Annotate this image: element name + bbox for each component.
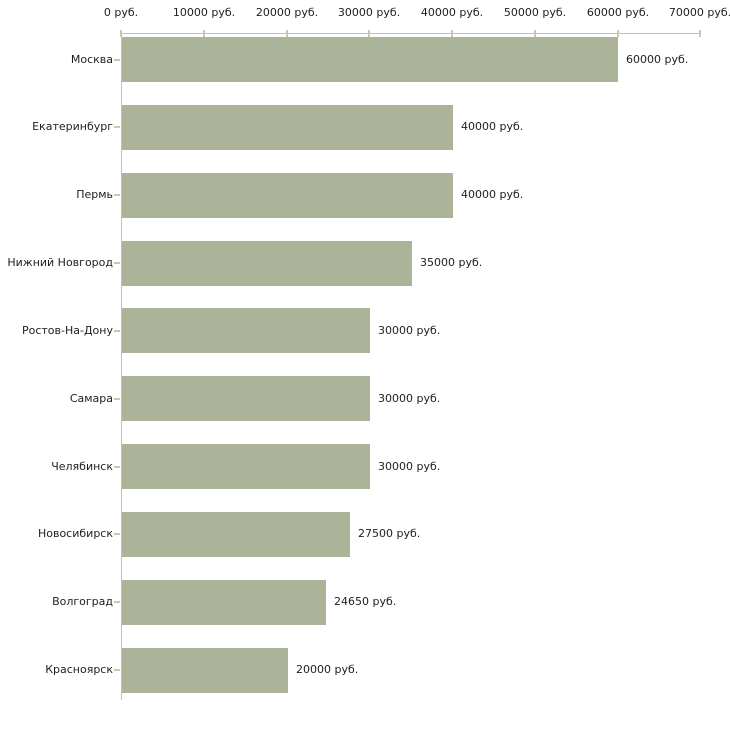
bar-value-label: 40000 руб. — [461, 120, 524, 133]
category-tick-mark — [114, 59, 120, 61]
x-axis-tick-mark — [368, 30, 370, 37]
bar — [122, 37, 618, 82]
x-axis-tick-mark — [203, 30, 205, 37]
x-axis-tick-label: 70000 руб. — [668, 6, 730, 19]
bar-value-label: 24650 руб. — [334, 595, 397, 608]
category-tick-mark — [114, 126, 120, 128]
bar — [122, 580, 326, 625]
x-axis-tick-mark — [534, 30, 536, 37]
category-label: Новосибирск — [37, 527, 113, 540]
bar-value-label: 60000 руб. — [626, 53, 689, 66]
bar-value-label: 30000 руб. — [378, 324, 441, 337]
bar — [122, 105, 453, 150]
category-label: Ростов-На-Дону — [21, 324, 113, 337]
category-tick-mark — [114, 262, 120, 264]
y-axis-line — [121, 33, 122, 700]
x-axis-tick-label: 10000 руб. — [172, 6, 236, 19]
bar — [122, 648, 288, 693]
category-label: Волгоград — [52, 595, 113, 608]
category-label: Москва — [70, 53, 113, 66]
x-axis-tick-label: 50000 руб. — [503, 6, 567, 19]
x-axis-tick-label: 40000 руб. — [420, 6, 484, 19]
bar — [122, 376, 370, 421]
x-axis-tick-mark — [699, 30, 701, 37]
x-axis-tick-label: 20000 руб. — [255, 6, 319, 19]
bar-value-label: 30000 руб. — [378, 460, 441, 473]
category-tick-mark — [114, 533, 120, 535]
x-axis-tick-mark — [120, 30, 122, 37]
bar — [122, 512, 350, 557]
bar — [122, 241, 412, 286]
category-label: Самара — [69, 392, 113, 405]
category-tick-mark — [114, 194, 120, 196]
bar — [122, 308, 370, 353]
category-tick-mark — [114, 466, 120, 468]
x-axis-tick-label: 30000 руб. — [337, 6, 401, 19]
x-axis-tick-label: 0 руб. — [103, 6, 139, 19]
category-tick-mark — [114, 398, 120, 400]
category-label: Пермь — [76, 188, 113, 201]
bar-value-label: 40000 руб. — [461, 188, 524, 201]
x-axis-line — [121, 33, 700, 34]
bar-value-label: 30000 руб. — [378, 392, 441, 405]
category-label: Челябинск — [51, 460, 113, 473]
category-tick-mark — [114, 669, 120, 671]
x-axis-tick-label: 60000 руб. — [586, 6, 650, 19]
category-tick-mark — [114, 601, 120, 603]
category-label: Нижний Новгород — [7, 256, 113, 269]
category-label: Екатеринбург — [32, 120, 113, 133]
x-axis-tick-mark — [451, 30, 453, 37]
bar-value-label: 20000 руб. — [296, 663, 359, 676]
category-tick-mark — [114, 330, 120, 332]
x-axis-tick-mark — [617, 30, 619, 37]
bar — [122, 173, 453, 218]
x-axis-tick-mark — [286, 30, 288, 37]
category-label: Красноярск — [45, 663, 113, 676]
bar-value-label: 27500 руб. — [358, 527, 421, 540]
bar — [122, 444, 370, 489]
bar-value-label: 35000 руб. — [420, 256, 483, 269]
